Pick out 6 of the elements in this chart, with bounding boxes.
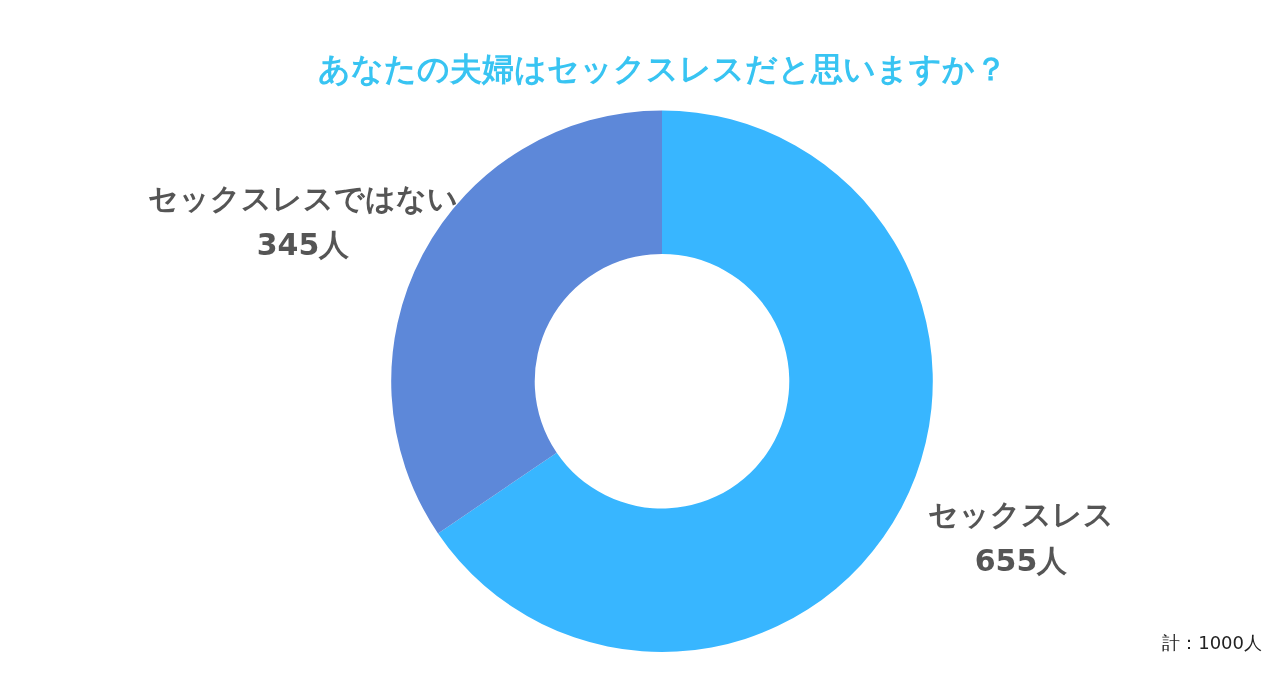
chart-title: あなたの夫婦はセックスレスだと思いますか？ [317,49,1007,88]
data-label: 655人 [974,543,1069,579]
data-label: 345人 [256,226,351,262]
slice-label: セックスレスではない [148,180,459,216]
slice-label: セックスレス [927,497,1114,533]
text: 計：1000人 [1162,631,1262,653]
